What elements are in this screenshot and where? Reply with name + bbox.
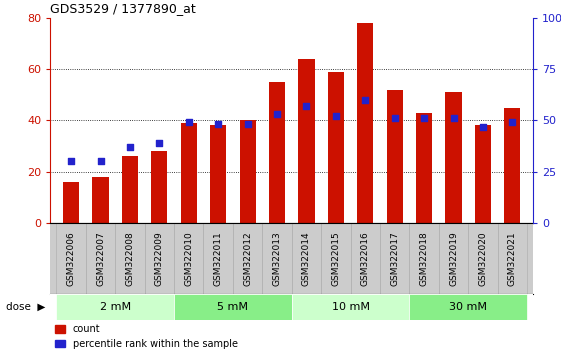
Bar	[263, 223, 292, 294]
Point	[420, 115, 429, 121]
Text: GSM322010: GSM322010	[184, 231, 193, 286]
Point	[332, 113, 341, 119]
Bar	[351, 223, 380, 294]
Point	[126, 144, 135, 150]
Bar	[181, 123, 197, 223]
Bar	[387, 90, 403, 223]
Text: GSM322014: GSM322014	[302, 231, 311, 286]
Bar	[504, 108, 521, 223]
Bar	[93, 177, 109, 223]
Point	[449, 115, 458, 121]
Bar	[298, 59, 315, 223]
Text: GSM322006: GSM322006	[67, 231, 76, 286]
Bar	[240, 120, 256, 223]
Bar	[145, 223, 174, 294]
Bar	[204, 223, 233, 294]
Bar	[321, 223, 351, 294]
Point	[273, 112, 282, 117]
Text: GSM322015: GSM322015	[332, 231, 341, 286]
Text: GSM322008: GSM322008	[126, 231, 135, 286]
Text: 10 mM: 10 mM	[332, 302, 370, 312]
Point	[243, 122, 252, 127]
Bar	[439, 223, 468, 294]
Point	[214, 122, 223, 127]
Bar	[357, 23, 374, 223]
Text: GSM322018: GSM322018	[420, 231, 429, 286]
Bar	[475, 126, 491, 223]
Bar	[115, 223, 145, 294]
Text: GSM322017: GSM322017	[390, 231, 399, 286]
Point	[508, 120, 517, 125]
Bar	[445, 92, 462, 223]
Bar	[174, 223, 204, 294]
Text: GSM322012: GSM322012	[243, 231, 252, 286]
Bar	[56, 223, 86, 294]
Bar	[328, 72, 344, 223]
Bar	[174, 294, 292, 320]
Point	[361, 97, 370, 103]
Bar	[468, 223, 498, 294]
Text: dose  ▶: dose ▶	[6, 302, 45, 312]
Text: GSM322009: GSM322009	[155, 231, 164, 286]
Bar	[151, 151, 167, 223]
Bar	[63, 182, 79, 223]
Text: GSM322020: GSM322020	[479, 231, 488, 286]
Bar	[292, 294, 410, 320]
Point	[390, 115, 399, 121]
Text: GSM322019: GSM322019	[449, 231, 458, 286]
Bar	[210, 126, 226, 223]
Legend: count, percentile rank within the sample: count, percentile rank within the sample	[56, 324, 238, 349]
Bar	[410, 223, 439, 294]
Text: GDS3529 / 1377890_at: GDS3529 / 1377890_at	[50, 2, 196, 15]
Bar	[269, 82, 285, 223]
Bar	[498, 223, 527, 294]
Text: GSM322021: GSM322021	[508, 231, 517, 286]
Bar	[56, 294, 174, 320]
Bar	[380, 223, 410, 294]
Point	[302, 103, 311, 109]
Point	[96, 159, 105, 164]
Text: GSM322013: GSM322013	[273, 231, 282, 286]
Bar	[416, 113, 432, 223]
Bar	[122, 156, 138, 223]
Text: GSM322016: GSM322016	[361, 231, 370, 286]
Text: 30 mM: 30 mM	[449, 302, 488, 312]
Point	[155, 140, 164, 146]
Text: 5 mM: 5 mM	[217, 302, 249, 312]
Bar	[233, 223, 263, 294]
Bar	[86, 223, 115, 294]
Text: GSM322007: GSM322007	[96, 231, 105, 286]
Point	[479, 124, 488, 129]
Bar	[292, 223, 321, 294]
Point	[184, 120, 193, 125]
Text: GSM322011: GSM322011	[214, 231, 223, 286]
Point	[67, 159, 76, 164]
Bar	[410, 294, 527, 320]
Text: 2 mM: 2 mM	[100, 302, 131, 312]
